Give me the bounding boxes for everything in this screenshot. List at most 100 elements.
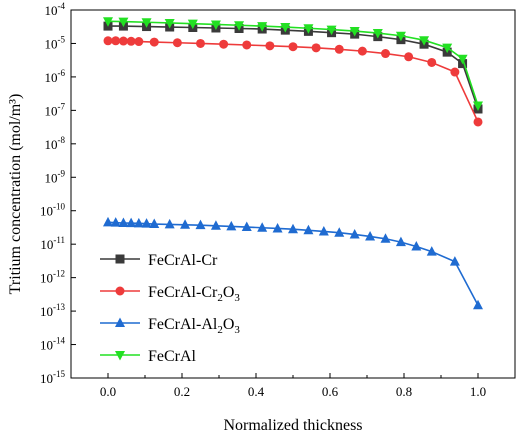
y-tick-label: 10-7 — [45, 101, 66, 118]
data-point — [110, 217, 121, 227]
data-point — [272, 222, 283, 233]
data-point — [365, 230, 376, 241]
data-point — [257, 22, 268, 32]
series-fecral-cr2o3 — [103, 36, 483, 127]
data-point — [149, 37, 159, 47]
data-point — [210, 20, 221, 30]
data-point — [265, 41, 275, 51]
data-point — [257, 222, 268, 232]
data-point — [311, 43, 321, 53]
series-line — [107, 20, 479, 106]
x-tick-label: 0.2 — [174, 384, 190, 399]
legend-item: FeCrAl-Cr2O3 — [100, 284, 240, 304]
data-point — [357, 46, 367, 56]
data-point — [103, 36, 113, 46]
data-point — [133, 217, 144, 228]
legend-label: FeCrAl-Al2O3 — [148, 316, 240, 336]
data-point — [280, 23, 291, 33]
data-point — [303, 224, 314, 235]
data-point — [288, 42, 298, 52]
legend-swatch-marker — [115, 254, 125, 264]
series-fecral-cr — [103, 21, 483, 114]
legend-label: FeCrAl-Cr2O3 — [148, 284, 240, 304]
data-point — [427, 57, 437, 67]
y-tick-label: 10-9 — [45, 168, 66, 185]
data-point — [187, 19, 198, 30]
series-fecral — [103, 17, 483, 111]
data-point — [141, 18, 152, 28]
y-tick-label: 10-12 — [40, 269, 65, 286]
data-point — [234, 21, 245, 31]
data-point — [210, 220, 221, 230]
data-point — [349, 27, 360, 37]
data-point — [473, 117, 483, 127]
data-point — [103, 216, 113, 227]
x-tick-label: 1.0 — [470, 384, 486, 399]
data-point — [126, 217, 137, 228]
legend-swatch-marker — [115, 286, 125, 296]
data-point — [419, 36, 430, 46]
legend-label: FeCrAl — [148, 348, 197, 365]
x-tick-label: 0.8 — [396, 384, 412, 399]
data-point — [380, 233, 391, 243]
data-point — [411, 241, 422, 251]
y-tick-label: 10-5 — [45, 34, 66, 51]
data-point — [334, 44, 344, 54]
data-point — [473, 299, 483, 310]
y-tick-label: 10-11 — [40, 235, 65, 252]
x-axis-title: Normalized thickness — [223, 417, 362, 434]
data-point — [349, 228, 360, 239]
y-axis-title: Tritium concentration (mol/m³) — [7, 94, 24, 295]
data-point — [395, 31, 406, 42]
data-point — [381, 49, 390, 59]
y-tick-label: 10-14 — [40, 336, 65, 353]
data-point — [172, 38, 182, 48]
x-tick-label: 0.6 — [322, 384, 339, 399]
legend-label: FeCrAl-Cr — [148, 252, 218, 269]
x-axis-ticks: 0.0 0.2 0.4 0.6 0.8 1.0 — [70, 373, 516, 399]
y-tick-label: 10-15 — [40, 369, 65, 386]
data-point — [241, 221, 252, 232]
data-point — [334, 227, 345, 237]
data-point — [449, 256, 460, 266]
data-point — [219, 39, 229, 49]
legend-item: FeCrAl-Cr — [100, 252, 218, 269]
legend: FeCrAl-Cr FeCrAl-Cr2O3 FeCrAl-Al2O3 FeCrAl — [100, 252, 240, 365]
data-point — [288, 223, 298, 234]
data-point — [118, 17, 129, 28]
data-point — [180, 219, 191, 229]
data-point — [318, 225, 329, 236]
data-point — [126, 36, 136, 46]
data-point — [195, 219, 206, 230]
series-fecral-al2o3 — [103, 216, 483, 310]
data-point — [326, 25, 337, 36]
y-tick-label: 10-8 — [45, 135, 66, 152]
data-point — [457, 54, 468, 65]
data-point — [426, 246, 437, 256]
data-point — [149, 218, 160, 229]
legend-swatch-marker — [115, 351, 125, 361]
data-point — [395, 236, 406, 247]
data-point — [242, 40, 252, 50]
data-point — [450, 67, 460, 77]
data-point — [103, 17, 113, 27]
data-point — [141, 218, 152, 228]
data-point — [164, 18, 175, 29]
x-tick-label: 0.4 — [248, 384, 265, 399]
data-point — [134, 37, 144, 47]
series-line — [108, 40, 479, 123]
data-point — [164, 218, 175, 229]
data-point — [226, 220, 237, 231]
legend-item: FeCrAl — [100, 348, 197, 365]
legend-item: FeCrAl-Al2O3 — [100, 316, 240, 336]
y-tick-label: 10-10 — [40, 202, 65, 219]
y-tick-label: 10-13 — [40, 302, 65, 319]
data-point — [118, 36, 128, 46]
y-tick-label: 10-6 — [45, 68, 66, 85]
data-point — [404, 52, 414, 62]
data-point — [442, 43, 453, 54]
series-layer — [103, 17, 483, 310]
legend-swatch-marker — [115, 317, 125, 327]
x-tick-label: 0.0 — [100, 384, 116, 399]
